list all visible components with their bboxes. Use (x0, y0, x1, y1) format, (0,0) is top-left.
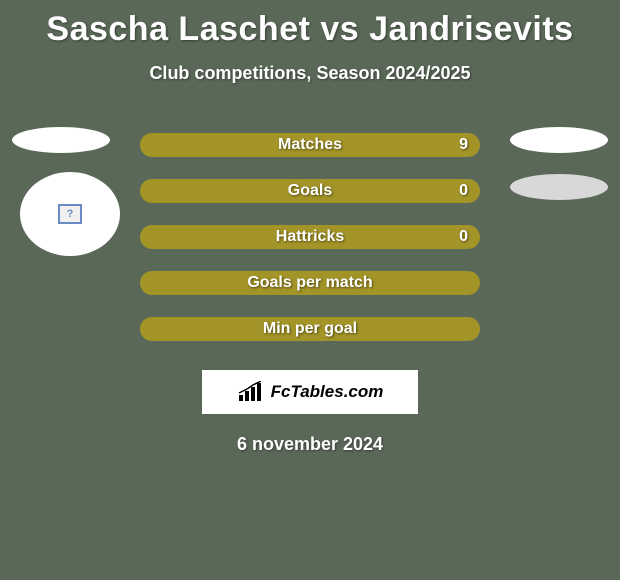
barchart-icon (237, 381, 265, 403)
stat-bar: Min per goal (140, 317, 480, 341)
stat-row-goals-per-match: Goals per match (0, 260, 620, 306)
stat-row-goals: Goals 0 (0, 168, 620, 214)
logo-box: FcTables.com (202, 370, 418, 414)
page-title: Sascha Laschet vs Jandrisevits (0, 0, 620, 49)
stat-bar: Goals per match (140, 271, 480, 295)
stat-label: Goals per match (247, 274, 372, 292)
stat-label: Matches (278, 136, 342, 154)
stat-value: 9 (459, 136, 468, 154)
stat-value: 0 (459, 182, 468, 200)
date-text: 6 november 2024 (0, 434, 620, 455)
stat-label: Min per goal (263, 320, 357, 338)
stat-value: 0 (459, 228, 468, 246)
subtitle: Club competitions, Season 2024/2025 (0, 63, 620, 84)
stat-bar: Hattricks 0 (140, 225, 480, 249)
stats-container: ? Matches 9 Goals 0 Hattricks 0 Goals pe… (0, 122, 620, 352)
stat-row-min-per-goal: Min per goal (0, 306, 620, 352)
stat-row-matches: Matches 9 (0, 122, 620, 168)
stat-label: Hattricks (276, 228, 344, 246)
stat-bar: Matches 9 (140, 133, 480, 157)
logo-text: FcTables.com (271, 382, 384, 402)
stat-label: Goals (288, 182, 332, 200)
stat-bar: Goals 0 (140, 179, 480, 203)
stat-row-hattricks: Hattricks 0 (0, 214, 620, 260)
